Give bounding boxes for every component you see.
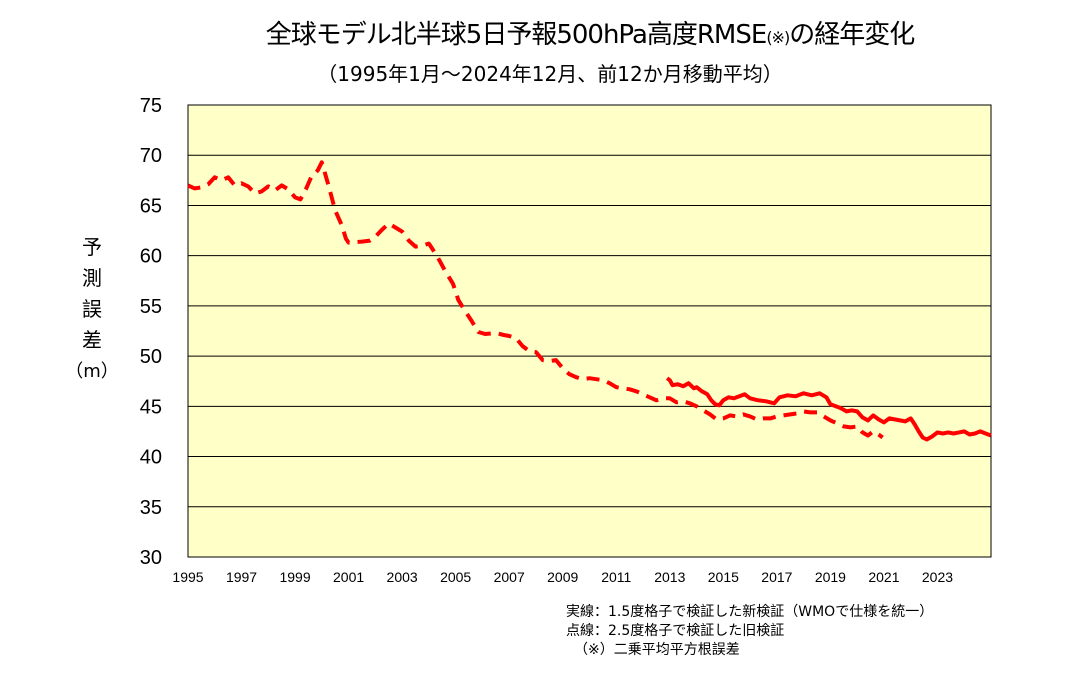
x-tick-label: 2011 xyxy=(601,569,631,585)
plot-border xyxy=(187,104,992,558)
y-tick-label: 40 xyxy=(140,447,162,469)
x-tick-label: 2009 xyxy=(547,569,578,585)
plot-area xyxy=(188,105,991,557)
note-dashed-line: 点線：2.5度格子で検証した旧検証 xyxy=(566,623,785,639)
series-dashed-line xyxy=(187,160,884,440)
y-tick-label: 60 xyxy=(140,246,162,268)
y-tick-label: 75 xyxy=(140,95,162,117)
chart-title-mark: (※) xyxy=(766,28,790,47)
chart-title-main: 全球モデル北半球5日予報500hPa高度RMSE xyxy=(265,20,768,50)
y-tick-label: 50 xyxy=(140,346,162,368)
y-axis-label-char: 測 xyxy=(82,266,102,290)
y-tick-label: 45 xyxy=(140,396,162,418)
x-tick-label: 2019 xyxy=(815,569,846,585)
x-tick-label: 1995 xyxy=(172,569,203,585)
chart-subtitle: （1995年1月～2024年12月、前12か月移動平均） xyxy=(317,62,783,86)
x-tick-label: 2015 xyxy=(708,569,739,585)
x-tick-label: 2017 xyxy=(761,569,792,585)
y-axis-label-char: 予 xyxy=(82,235,102,259)
x-tick-label: 2001 xyxy=(333,569,364,585)
chart-notes: 実線：1.5度格子で検証した新検証（WMOで仕様を統一） 点線：2.5度格子で検… xyxy=(566,603,933,660)
y-axis-label-unit: （m） xyxy=(65,361,119,382)
y-tick-label: 65 xyxy=(140,195,162,217)
note-solid-line: 実線：1.5度格子で検証した新検証（WMOで仕様を統一） xyxy=(566,604,934,620)
series-solid-line xyxy=(665,376,992,442)
y-axis-label-char: 誤 xyxy=(82,297,102,321)
x-tick-label: 2023 xyxy=(922,569,953,585)
chart-title-suffix: の経年変化 xyxy=(789,20,915,50)
x-tick-label: 2021 xyxy=(868,569,899,585)
y-axis-label-char: 差 xyxy=(82,328,102,352)
y-tick-label: 35 xyxy=(140,497,162,519)
y-tick-label: 30 xyxy=(140,547,162,569)
x-tick-label: 1997 xyxy=(226,569,257,585)
x-tick-label: 2013 xyxy=(654,569,685,585)
y-tick-label: 70 xyxy=(140,145,162,167)
x-tick-label: 2007 xyxy=(494,569,525,585)
chart-title: 全球モデル北半球5日予報500hPa高度RMSE(※)の経年変化 xyxy=(0,14,1065,51)
x-tick-label: 1999 xyxy=(279,569,310,585)
y-tick-label: 55 xyxy=(140,296,162,318)
x-tick-label: 2003 xyxy=(387,569,418,585)
x-tick-label: 2005 xyxy=(440,569,471,585)
note-rmse-definition: （※）二乗平均平方根誤差 xyxy=(574,642,740,658)
y-axis-label: 予 測 誤 差 （m） xyxy=(65,232,119,387)
